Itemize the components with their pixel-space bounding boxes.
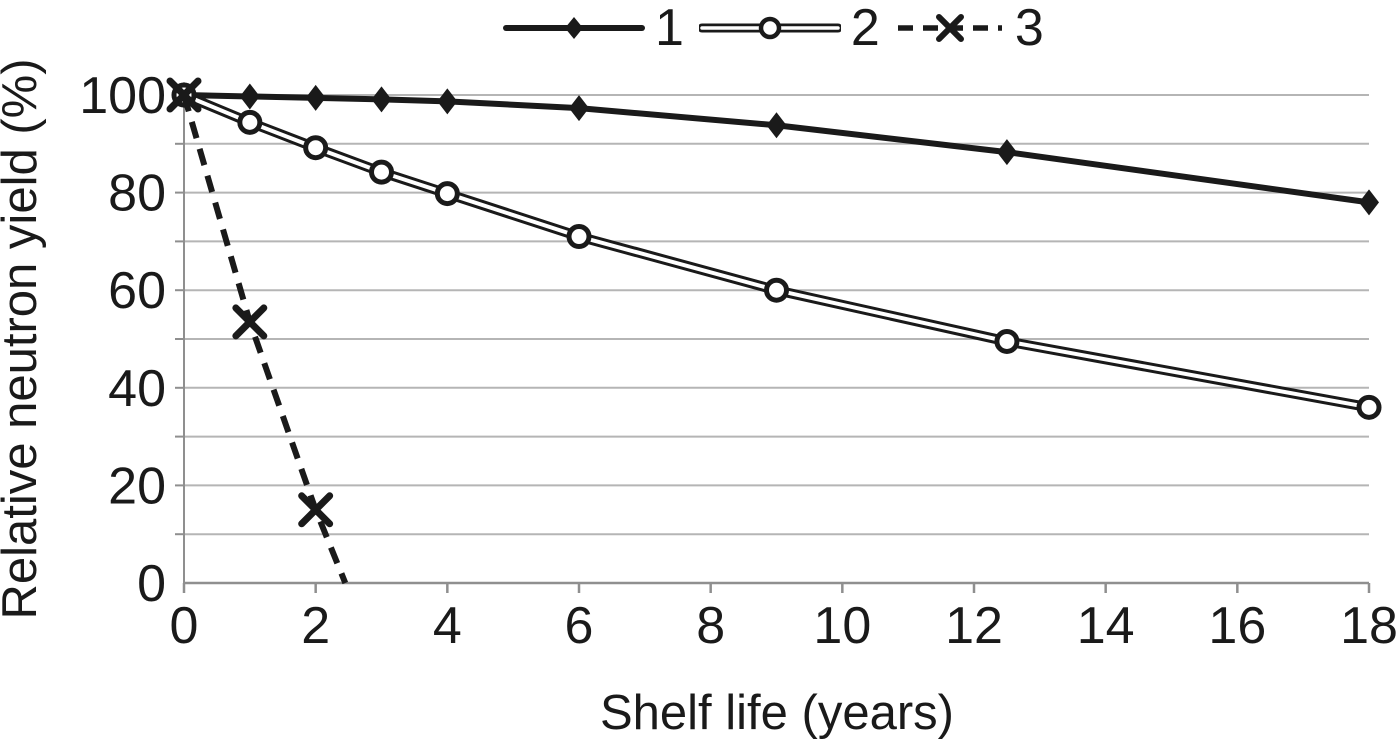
series-2-marker-open-circle-icon	[764, 277, 789, 303]
legend-label-series-2: 2	[850, 0, 880, 57]
series-3-marker-x-cross-icon	[935, 14, 964, 42]
y-tick-label: 60	[108, 262, 166, 320]
series-1-marker-filled-diamond-icon	[996, 139, 1017, 166]
x-tick-label: 6	[565, 597, 594, 655]
series-1-marker-filled-diamond-icon	[569, 95, 589, 122]
y-tick-label: 20	[108, 457, 166, 515]
series-1-marker-filled-diamond-icon	[371, 86, 392, 113]
y-tick-label: 100	[79, 67, 166, 125]
series-3-marker-x-cross-icon	[232, 304, 268, 340]
legend-item-series-1: 1	[503, 2, 684, 54]
x-axis-title: Shelf life (years)	[600, 686, 954, 740]
series-1-marker-filled-diamond-icon	[1359, 189, 1379, 216]
series-1-marker-filled-diamond-icon	[305, 84, 326, 111]
series-2-marker-open-circle-icon	[237, 109, 263, 135]
legend-item-series-2: 2	[698, 0, 880, 57]
x-tick-label: 18	[1340, 597, 1398, 655]
series-3-line	[181, 94, 349, 585]
x-tick-label: 2	[301, 597, 330, 655]
series-2-marker-open-circle-icon	[369, 159, 394, 185]
series-1-line	[181, 92, 1372, 206]
y-tick-label: 0	[137, 555, 166, 613]
x-tick-label: 10	[813, 597, 871, 655]
series-2-line	[179, 90, 1374, 413]
series-2-marker-open-circle-icon	[1356, 394, 1382, 420]
x-tick-label: 0	[170, 597, 199, 655]
y-tick-label: 80	[108, 165, 166, 223]
series-3-marker-x-cross-icon	[166, 77, 202, 113]
x-tick-label: 12	[945, 597, 1003, 655]
series-2-marker-open-circle-icon	[566, 224, 592, 250]
x-tick-label: 14	[1077, 597, 1135, 655]
x-tick-label: 4	[433, 597, 462, 655]
series-1-marker-filled-diamond-icon	[565, 17, 583, 39]
series-1-marker-filled-diamond-icon	[239, 83, 260, 110]
series-3-marker-x-cross-icon	[298, 492, 334, 528]
series-2-marker-open-circle-icon	[303, 135, 329, 161]
y-axis-title: Relative neutron yield (%)	[0, 58, 47, 619]
series-1-marker-filled-diamond-icon	[437, 88, 458, 115]
legend-label-series-3: 3	[1014, 0, 1044, 57]
legend-label-series-1: 1	[655, 0, 684, 57]
y-tick-label: 40	[108, 360, 166, 418]
x-tick-label: 8	[696, 597, 725, 655]
legend-sample-double-circle-icon	[698, 16, 841, 40]
series-2-marker-open-circle-icon	[994, 328, 1020, 354]
legend: 1 2 3	[503, 2, 1044, 54]
series-2-marker-open-circle-icon	[434, 181, 460, 207]
legend-item-series-3: 3	[895, 2, 1044, 54]
x-tick-label: 16	[1208, 597, 1266, 655]
series-1-marker-filled-diamond-icon	[766, 112, 787, 139]
series-2-line-core	[182, 93, 1371, 410]
series-2-marker-open-circle-icon	[758, 16, 782, 40]
legend-sample-solid-diamond-icon	[503, 17, 645, 39]
legend-sample-dashed-x-icon	[897, 14, 1002, 42]
